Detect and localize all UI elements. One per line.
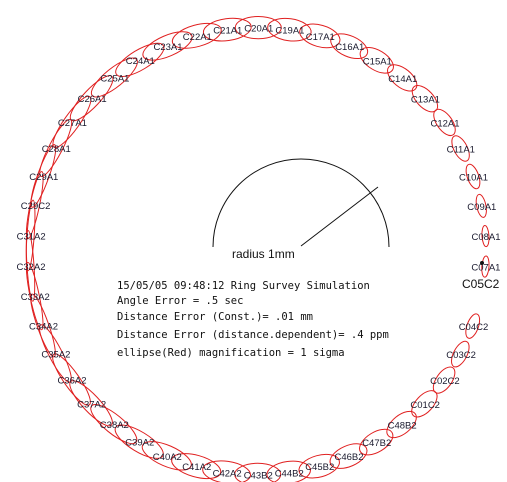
error-ellipse-c21a1 <box>202 17 252 42</box>
error-ellipse-c07a1 <box>481 255 490 278</box>
error-ellipse-c14a1 <box>387 64 418 92</box>
point-label-c07a1: C07A1 <box>471 263 500 274</box>
point-label-c25a1: C25A1 <box>100 74 129 85</box>
fixed-point-marker <box>480 261 484 265</box>
info-line-title: 15/05/05 09:48:12 Ring Survey Simulation <box>117 280 370 292</box>
error-ellipse-c15a1 <box>359 46 394 74</box>
error-ellipse-c32a2 <box>25 230 36 302</box>
point-label-c39a2: C39A2 <box>125 438 154 449</box>
point-label-c41a2: C41A2 <box>182 462 211 473</box>
point-label-c36a2: C36A2 <box>58 376 87 387</box>
error-ellipse-c46b2 <box>329 443 368 469</box>
fixed-point-label: C05C2 <box>462 277 500 291</box>
error-ellipse-c10a1 <box>465 163 481 190</box>
point-label-c35a2: C35A2 <box>41 350 70 361</box>
point-label-c04c2: C04C2 <box>459 322 489 333</box>
point-label-c14a1: C14A1 <box>388 74 417 85</box>
error-ellipse-c48b2 <box>386 410 417 439</box>
point-label-c21a1: C21A1 <box>213 26 242 37</box>
point-label-c23a1: C23A1 <box>154 42 183 53</box>
point-label-c26a1: C26A1 <box>78 94 107 105</box>
point-label-c47b2: C47B2 <box>362 438 391 449</box>
point-label-c09a1: C09A1 <box>467 202 496 213</box>
error-ellipse-c04c2 <box>465 313 481 339</box>
error-ellipse-c29a1 <box>30 144 57 208</box>
error-ellipse-c17a1 <box>299 23 341 49</box>
point-label-c02c2: C02C2 <box>430 376 460 387</box>
point-label-c37a2: C37A2 <box>77 399 106 410</box>
point-label-c19a1: C19A1 <box>275 26 304 37</box>
point-label-c42a2: C42A2 <box>213 468 242 479</box>
point-label-c38a2: C38A2 <box>100 420 129 431</box>
error-ellipse-c09a1 <box>475 193 487 218</box>
error-ellipse-c03c2 <box>451 340 470 368</box>
point-label-c29a1: C29A1 <box>29 172 58 183</box>
point-label-c16a1: C16A1 <box>335 42 364 53</box>
point-label-c10a1: C10A1 <box>459 173 488 184</box>
point-label-c43b2: C43B2 <box>244 470 273 481</box>
point-label-c20a1: C20A1 <box>244 24 273 35</box>
point-label-c32a2: C32A2 <box>17 262 46 273</box>
point-labels: C07A1 C08A1 C09A1 C10A1 C11A1 C12A1 C13A1 C14A1… <box>17 24 501 482</box>
point-label-c33a2: C33A2 <box>21 292 50 303</box>
point-label-c46b2: C46B2 <box>335 452 364 463</box>
point-label-c03c2: C03C2 <box>446 350 476 361</box>
point-label-c45b2: C45B2 <box>305 462 334 473</box>
error-ellipse-c20a1 <box>234 15 282 40</box>
error-ellipse-c28a1 <box>39 118 73 177</box>
error-ellipse-c41a2 <box>171 453 222 480</box>
point-label-c13a1: C13A1 <box>411 95 440 106</box>
point-label-c01c2: C01C2 <box>410 400 440 411</box>
error-ellipse-c40a2 <box>141 441 192 471</box>
error-ellipse-c13a1 <box>411 85 439 113</box>
point-label-c31a2: C31A2 <box>17 231 46 242</box>
point-label-c08a1: C08A1 <box>472 232 501 243</box>
error-ellipse-c47b2 <box>359 428 394 456</box>
error-ellipse-c25a1 <box>90 57 138 98</box>
point-label-c28a1: C28A1 <box>42 144 71 155</box>
error-ellipse-c39a2 <box>114 424 164 459</box>
error-ellipse-c24a1 <box>115 42 165 77</box>
info-line-magnification: ellipse(Red) magnification = 1 sigma <box>117 347 345 359</box>
error-ellipse-c42a2 <box>202 460 252 482</box>
error-ellipse-c11a1 <box>451 135 470 162</box>
error-ellipse-c36a2 <box>52 353 91 406</box>
point-label-c12a1: C12A1 <box>431 118 460 129</box>
error-ellipse-c19a1 <box>267 17 312 42</box>
error-ellipse-c22a1 <box>171 22 222 49</box>
scale-radius-line <box>300 186 379 247</box>
point-label-c11a1: C11A1 <box>447 145 475 156</box>
error-ellipse-c08a1 <box>481 225 490 248</box>
error-ellipse-c29c2 <box>25 171 44 240</box>
error-ellipses <box>25 15 490 482</box>
point-label-c44b2: C44B2 <box>275 468 304 479</box>
point-label-c34a2: C34A2 <box>29 322 58 333</box>
point-label-c22a1: C22A1 <box>183 32 212 43</box>
error-ellipse-c23a1 <box>142 31 193 61</box>
scale-arc <box>212 158 390 248</box>
info-line-distance-const: Distance Error (Const.)= .01 mm <box>117 311 313 323</box>
error-ellipse-c44b2 <box>266 460 311 482</box>
point-label-c40a2: C40A2 <box>153 452 182 463</box>
point-label-c17a1: C17A1 <box>306 32 335 43</box>
error-ellipse-c34a2 <box>30 293 56 358</box>
point-label-c15a1: C15A1 <box>363 56 392 67</box>
error-ellipse-c38a2 <box>90 404 138 445</box>
scale-label: radius 1mm <box>232 247 295 261</box>
info-line-distance-dependent: Distance Error (distance.dependent)= .4 … <box>117 329 389 341</box>
error-ellipse-c33a2 <box>25 261 44 331</box>
point-label-c27a1: C27A1 <box>58 118 87 129</box>
point-label-c48b2: C48B2 <box>388 421 417 432</box>
info-line-angle-error: Angle Error = .5 sec <box>117 295 243 307</box>
error-ellipse-c27a1 <box>52 95 92 149</box>
error-ellipse-c43b2 <box>234 462 282 482</box>
error-ellipse-c45b2 <box>298 453 340 479</box>
error-ellipse-c37a2 <box>69 380 113 427</box>
point-label-c29c2: C29C2 <box>21 201 51 212</box>
error-ellipse-c16a1 <box>330 33 369 60</box>
error-ellipse-c02c2 <box>432 366 456 394</box>
point-label-c24a1: C24A1 <box>126 56 155 67</box>
